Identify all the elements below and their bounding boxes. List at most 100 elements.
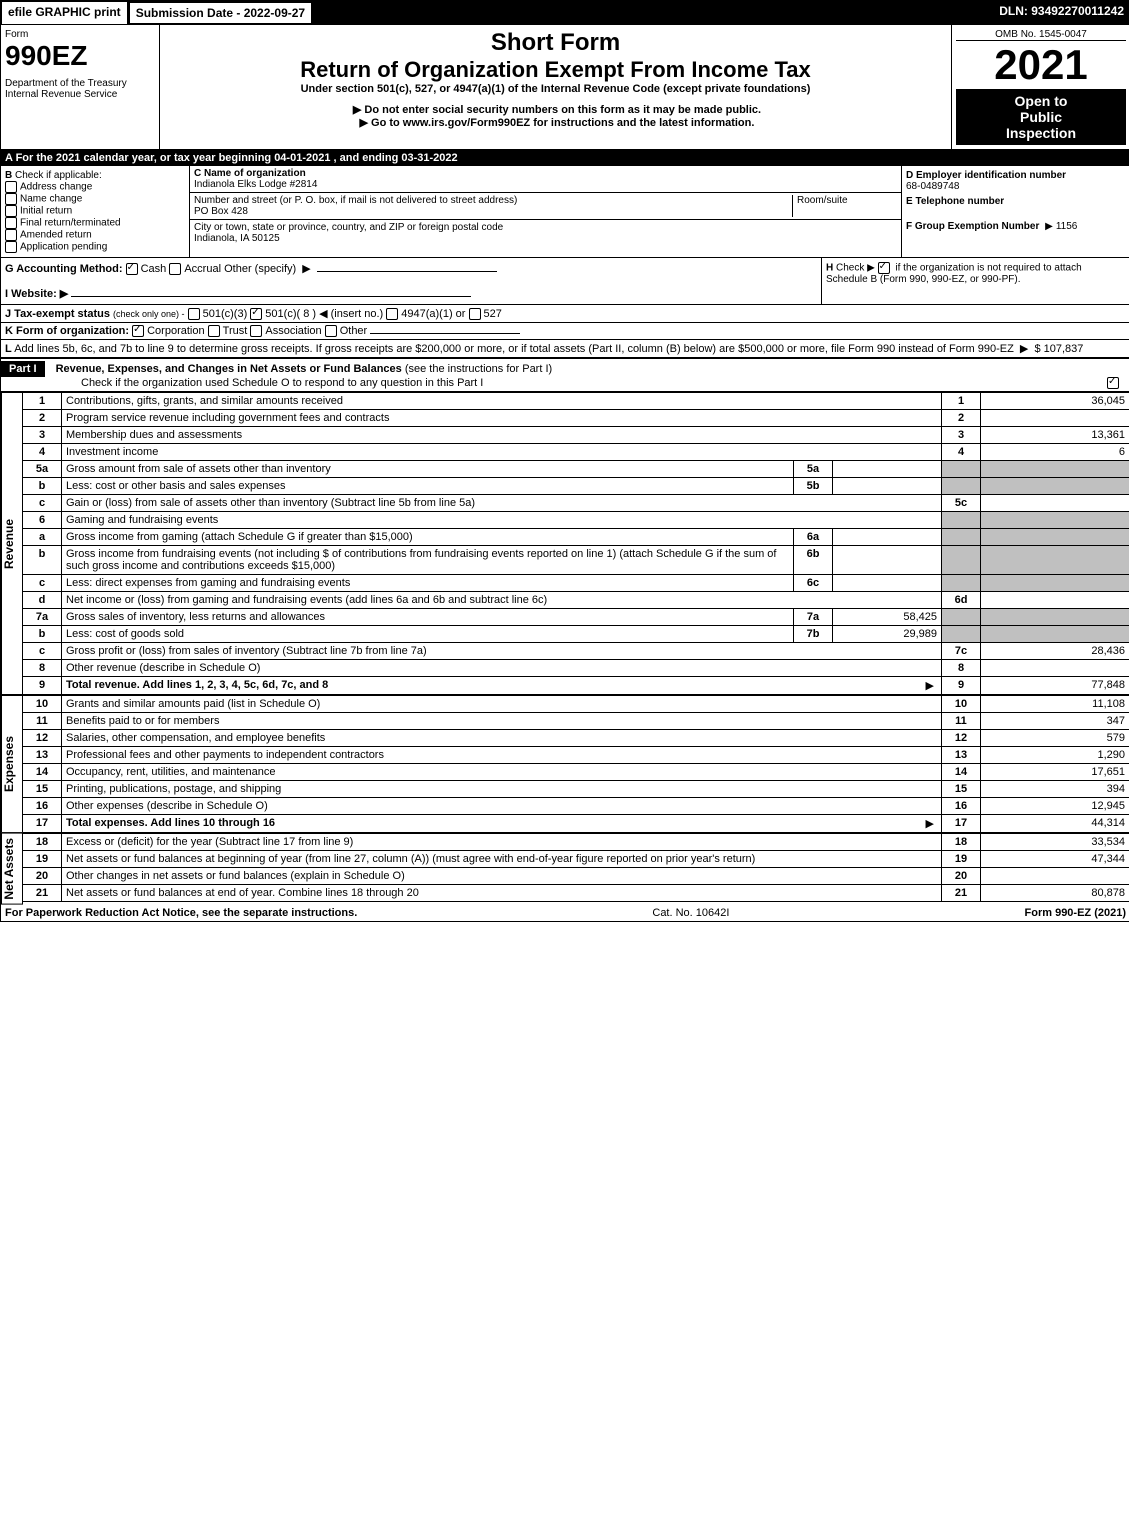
line-2: 2Program service revenue including gover… <box>23 410 1129 427</box>
part1-header: Part I Revenue, Expenses, and Changes in… <box>1 358 1129 392</box>
checkbox-initial-return[interactable] <box>5 205 17 217</box>
note-ssn: Do not enter social security numbers on … <box>164 103 947 116</box>
section-k: K Form of organization: Corporation Trus… <box>1 323 1129 340</box>
line-12: 12Salaries, other compensation, and empl… <box>23 730 1129 747</box>
other-specify-line <box>317 271 497 272</box>
note-goto: Go to www.irs.gov/Form990EZ for instruct… <box>164 116 947 129</box>
line-5b: bLess: cost or other basis and sales exp… <box>23 478 1129 495</box>
l-label: L <box>5 343 12 355</box>
j-label: J Tax-exempt status <box>5 308 110 320</box>
checkbox-4947[interactable] <box>386 308 398 320</box>
section-j: J Tax-exempt status (check only one) - 5… <box>1 305 1129 323</box>
line-11: 11Benefits paid to or for members11347 <box>23 713 1129 730</box>
line-18: 18Excess or (deficit) for the year (Subt… <box>23 834 1129 851</box>
checkbox-accrual[interactable] <box>169 263 181 275</box>
checkbox-corp[interactable] <box>132 325 144 337</box>
c-name-label: C Name of organization <box>194 168 306 179</box>
checkbox-501c3[interactable] <box>188 308 200 320</box>
top-bar: efile GRAPHIC print Submission Date - 20… <box>1 1 1129 25</box>
line-15: 15Printing, publications, postage, and s… <box>23 781 1129 798</box>
line-17: 17Total expenses. Add lines 10 through 1… <box>23 815 1129 833</box>
omb-number: OMB No. 1545-0047 <box>956 29 1126 41</box>
d-label: D Employer identification number <box>906 170 1126 181</box>
b-label: B <box>5 170 12 181</box>
netassets-section: Net Assets 18Excess or (deficit) for the… <box>1 833 1129 905</box>
line-3: 3Membership dues and assessments313,361 <box>23 427 1129 444</box>
b-check-if: Check if applicable: <box>15 170 102 181</box>
public-label: Public <box>960 109 1122 125</box>
h-label: H <box>826 263 833 274</box>
checkbox-trust[interactable] <box>208 325 220 337</box>
short-form-title: Short Form <box>164 29 947 57</box>
gh-row: G Accounting Method: Cash Accrual Other … <box>1 258 1129 305</box>
part1-title: Revenue, Expenses, and Changes in Net As… <box>56 363 402 375</box>
checkbox-name-change[interactable] <box>5 193 17 205</box>
line-21: 21Net assets or fund balances at end of … <box>23 885 1129 902</box>
form-word: Form <box>5 29 155 40</box>
opt-address-change: Address change <box>20 182 92 193</box>
info-grid: B Check if applicable: Address change Na… <box>1 166 1129 258</box>
dln-label: DLN: 93492270011242 <box>993 1 1129 25</box>
opt-initial-return: Initial return <box>20 206 72 217</box>
e-label: E Telephone number <box>906 196 1126 207</box>
return-title: Return of Organization Exempt From Incom… <box>164 57 947 83</box>
checkbox-other-org[interactable] <box>325 325 337 337</box>
line-7a: 7aGross sales of inventory, less returns… <box>23 609 1129 626</box>
opt-app-pending: Application pending <box>20 242 107 253</box>
expenses-section: Expenses 10Grants and similar amounts pa… <box>1 695 1129 833</box>
line-14: 14Occupancy, rent, utilities, and mainte… <box>23 764 1129 781</box>
h-check: Check ▶ <box>836 263 875 274</box>
header-right: OMB No. 1545-0047 2021 Open to Public In… <box>951 25 1129 149</box>
checkbox-schedule-o[interactable] <box>1107 377 1119 389</box>
checkbox-final-return[interactable] <box>5 217 17 229</box>
line-19: 19Net assets or fund balances at beginni… <box>23 851 1129 868</box>
expenses-vlabel: Expenses <box>1 695 23 833</box>
opt-amended: Amended return <box>20 230 92 241</box>
checkbox-app-pending[interactable] <box>5 241 17 253</box>
line-5c: cGain or (loss) from sale of assets othe… <box>23 495 1129 512</box>
form-990ez: efile GRAPHIC print Submission Date - 20… <box>0 0 1129 922</box>
org-name: Indianola Elks Lodge #2814 <box>194 179 317 190</box>
city-label: City or town, state or province, country… <box>194 222 503 233</box>
checkbox-h[interactable] <box>878 262 890 274</box>
opt-cash: Cash <box>141 263 167 275</box>
header-left: Form 990EZ Department of the Treasury In… <box>1 25 160 149</box>
header-center: Short Form Return of Organization Exempt… <box>160 25 951 149</box>
checkbox-address-change[interactable] <box>5 181 17 193</box>
revenue-vlabel: Revenue <box>1 392 23 695</box>
netassets-vlabel: Net Assets <box>1 833 23 905</box>
opt-4947: 4947(a)(1) or <box>401 308 465 320</box>
tax-year: 2021 <box>956 41 1126 89</box>
line-7c: cGross profit or (loss) from sales of in… <box>23 643 1129 660</box>
k-label: K Form of organization: <box>5 325 129 337</box>
section-h: H Check ▶ if the organization is not req… <box>821 258 1129 304</box>
line-8: 8Other revenue (describe in Schedule O)8 <box>23 660 1129 677</box>
opt-501c: 501(c)( 8 ) ◀ (insert no.) <box>265 308 383 320</box>
checkbox-assoc[interactable] <box>250 325 262 337</box>
part1-check-note: Check if the organization used Schedule … <box>1 377 1129 389</box>
opt-assoc: Association <box>265 325 321 337</box>
line-4: 4Investment income46 <box>23 444 1129 461</box>
footer-right: Form 990-EZ (2021) <box>1025 907 1126 919</box>
checkbox-amended[interactable] <box>5 229 17 241</box>
line-16: 16Other expenses (describe in Schedule O… <box>23 798 1129 815</box>
line-6d: dNet income or (loss) from gaming and fu… <box>23 592 1129 609</box>
submission-date: Submission Date - 2022-09-27 <box>128 1 313 25</box>
opt-other-org: Other <box>340 325 368 337</box>
g-label: G Accounting Method: <box>5 263 123 275</box>
j-small: (check only one) - <box>113 309 185 319</box>
line-6b: bGross income from fundraising events (n… <box>23 546 1129 575</box>
city-row: City or town, state or province, country… <box>190 220 901 246</box>
line-6a: aGross income from gaming (attach Schedu… <box>23 529 1129 546</box>
checkbox-cash[interactable] <box>126 263 138 275</box>
revenue-table: 1Contributions, gifts, grants, and simil… <box>23 392 1129 695</box>
part1-sub: (see the instructions for Part I) <box>405 363 552 375</box>
ein-value: 68-0489748 <box>906 181 1126 192</box>
opt-501c3: 501(c)(3) <box>203 308 248 320</box>
irs-label: Internal Revenue Service <box>5 89 155 100</box>
city-value: Indianola, IA 50125 <box>194 233 280 244</box>
checkbox-501c[interactable] <box>250 308 262 320</box>
phone-value <box>906 207 1126 221</box>
checkbox-527[interactable] <box>469 308 481 320</box>
footer-center: Cat. No. 10642I <box>652 907 729 919</box>
